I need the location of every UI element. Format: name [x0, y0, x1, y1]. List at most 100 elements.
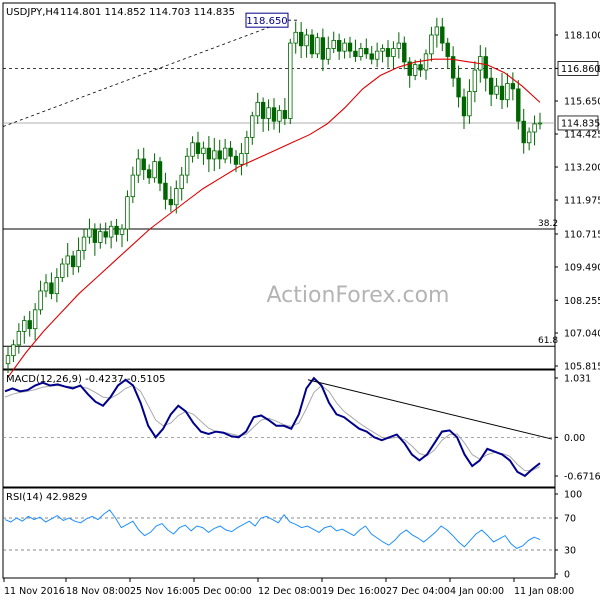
time-tick-label: 18 Nov 08:00	[66, 586, 130, 597]
candle	[526, 127, 532, 151]
time-tick-label: 4 Jan 00:00	[450, 586, 504, 597]
time-tick-label: 12 Dec 08:00	[258, 586, 322, 597]
candle	[418, 58, 423, 77]
candle	[141, 147, 146, 180]
candle	[288, 38, 293, 125]
candle	[70, 250, 76, 275]
candle	[347, 36, 353, 58]
rsi-tick-label: 70	[564, 514, 576, 525]
candle	[516, 80, 521, 130]
macd-tick-label: -0.6716	[564, 472, 600, 483]
candle	[255, 92, 260, 125]
candle	[440, 17, 445, 52]
current-price-tag: 114.835	[561, 118, 600, 129]
candle	[119, 224, 125, 248]
candle	[87, 218, 92, 244]
time-tick-label: 19 Dec 16:00	[322, 586, 386, 597]
candle	[168, 186, 174, 212]
candle	[364, 38, 369, 59]
rsi-line	[4, 509, 541, 549]
candle	[98, 223, 103, 249]
candle	[429, 26, 434, 62]
candle	[65, 243, 70, 278]
candle	[385, 40, 391, 68]
time-tick-label: 27 Dec 04:00	[386, 586, 450, 597]
candle	[103, 222, 108, 245]
candle	[461, 88, 467, 129]
candle	[412, 59, 418, 81]
candle	[228, 141, 233, 164]
fib-618-label: 61.8	[538, 336, 558, 346]
candle	[108, 220, 114, 249]
macd-signal-line	[4, 384, 541, 472]
price-tick-label: 109.490	[564, 262, 600, 273]
candle	[369, 46, 374, 65]
candle	[282, 97, 288, 126]
candle	[309, 29, 315, 59]
resistance-price-tag-box	[557, 61, 599, 76]
candle	[206, 136, 212, 173]
candle	[125, 190, 130, 242]
candle	[336, 33, 342, 60]
candle	[358, 42, 364, 61]
candle	[27, 311, 32, 337]
candle	[467, 79, 472, 124]
candle	[293, 21, 298, 54]
rsi-tick-label: 30	[564, 546, 576, 557]
time-tick-label: 25 Nov 16:00	[130, 586, 194, 597]
candle	[38, 280, 43, 315]
candle	[136, 149, 141, 183]
candle	[244, 130, 250, 167]
ohlc-readout: 114.801 114.852 114.703 114.835	[60, 7, 235, 18]
candle	[499, 72, 505, 109]
time-tick-label: 11 Nov 2016	[4, 586, 65, 597]
candle	[114, 218, 119, 242]
candle	[16, 323, 22, 354]
price-annotations: 118.650 38.2 61.8 116.860 114.835	[245, 12, 600, 346]
rsi-tick-label: 0	[564, 570, 570, 581]
time-tick-label: 5 Dec 00:00	[194, 586, 252, 597]
candle	[49, 272, 54, 300]
candle	[342, 38, 347, 59]
candle	[201, 141, 206, 165]
candle	[163, 172, 168, 210]
price-tick-label: 111.975	[564, 196, 600, 207]
candle	[488, 68, 494, 107]
candle	[239, 143, 244, 176]
price-panel	[2, 2, 556, 370]
price-candles	[5, 17, 543, 374]
macd-tick-label: 1.031	[564, 374, 591, 385]
candle	[179, 166, 184, 201]
price-tick-label: 118.100	[564, 31, 600, 42]
candle	[43, 274, 49, 298]
candle	[380, 44, 385, 63]
candle	[450, 46, 456, 87]
candle	[157, 157, 163, 192]
candle	[391, 41, 396, 70]
high-label-box	[245, 12, 289, 28]
candle	[374, 42, 380, 68]
candle	[174, 180, 179, 214]
macd-axis: 1.031 0.00 -0.6716	[555, 374, 600, 483]
price-axis: 118.100 116.860 115.650 114.425 113.200 111.9…	[555, 31, 600, 373]
candle	[396, 32, 402, 59]
candle	[81, 229, 87, 260]
resistance-price-tag: 116.860	[561, 64, 600, 75]
candle	[11, 339, 16, 362]
candle	[22, 315, 27, 344]
candle	[298, 22, 304, 59]
candle	[304, 28, 309, 58]
candle	[190, 136, 195, 163]
chart-title: USDJPY,H4	[6, 7, 59, 18]
macd-panel	[2, 369, 556, 488]
rsi-label: RSI(14) 42.9829	[6, 492, 87, 503]
candle	[532, 115, 537, 146]
candle	[434, 17, 440, 48]
candle	[483, 47, 488, 92]
candle	[260, 97, 266, 132]
fib-382-label: 38.2	[538, 219, 558, 229]
candle	[146, 164, 152, 184]
candle	[60, 258, 65, 283]
candle	[423, 49, 429, 80]
candle	[521, 108, 526, 154]
